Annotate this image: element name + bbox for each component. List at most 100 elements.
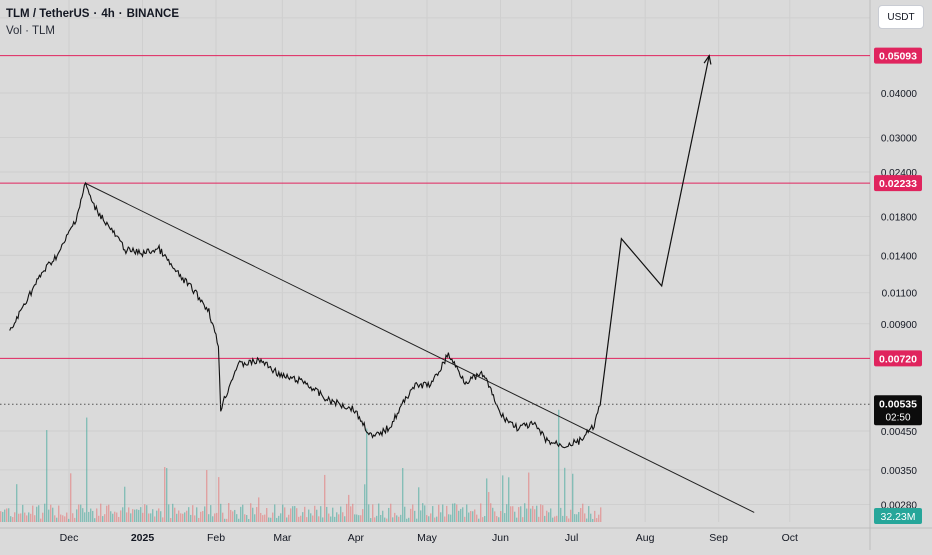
volume-bar bbox=[476, 514, 478, 522]
volume-bar bbox=[540, 504, 542, 522]
volume-bar bbox=[454, 503, 456, 522]
price-level-label: 0.02233 bbox=[879, 178, 917, 190]
volume-bar bbox=[146, 505, 148, 522]
volume-bar bbox=[94, 518, 96, 522]
volume-bar bbox=[358, 515, 360, 522]
volume-bar bbox=[216, 512, 218, 522]
volume-bar bbox=[262, 515, 264, 522]
volume-bar bbox=[556, 515, 558, 522]
volume-bar bbox=[120, 510, 122, 522]
projection-path[interactable] bbox=[599, 55, 710, 406]
volume-bar bbox=[406, 518, 408, 522]
volume-bar bbox=[74, 517, 76, 522]
volume-bar bbox=[250, 503, 252, 522]
volume-bar bbox=[142, 512, 144, 522]
volume-bar bbox=[594, 510, 596, 522]
volume-bar bbox=[182, 513, 184, 522]
volume-bar bbox=[456, 504, 458, 522]
volume-bar bbox=[260, 512, 262, 522]
volume-bar bbox=[392, 517, 394, 522]
y-tick-label: 0.02400 bbox=[881, 168, 918, 179]
volume-bar bbox=[256, 507, 258, 522]
volume-bar bbox=[466, 504, 468, 522]
volume-bar bbox=[176, 513, 178, 522]
volume-bar bbox=[378, 503, 380, 522]
volume-bar bbox=[504, 513, 506, 522]
volume-bar bbox=[16, 484, 18, 522]
volume-bar bbox=[66, 512, 68, 522]
volume-bar bbox=[222, 512, 224, 522]
chart-legend-title: TLM / TetherUS · 4h · BINANCE bbox=[6, 8, 179, 20]
volume-bar bbox=[22, 504, 24, 522]
volume-bar bbox=[408, 517, 410, 522]
volume-bar bbox=[226, 518, 228, 522]
price-line bbox=[9, 181, 601, 449]
price-level-tag bbox=[874, 350, 922, 367]
volume-bar bbox=[474, 509, 476, 522]
volume-bar bbox=[12, 517, 14, 522]
volume-bar bbox=[494, 511, 496, 522]
trendline[interactable] bbox=[85, 182, 755, 513]
volume-bar bbox=[452, 503, 454, 522]
volume-bar bbox=[0, 511, 2, 522]
volume-bar bbox=[362, 509, 364, 522]
volume-bar bbox=[524, 503, 526, 522]
symbol-name[interactable]: TLM / TetherUS bbox=[6, 8, 90, 20]
x-tick-label: Jul bbox=[565, 532, 578, 544]
volume-bar bbox=[340, 506, 342, 522]
volume-bar bbox=[526, 508, 528, 522]
volume-bar bbox=[520, 506, 522, 522]
volume-bar bbox=[32, 505, 34, 522]
x-tick-label: Aug bbox=[636, 532, 655, 544]
volume-bar bbox=[184, 512, 186, 522]
volume-bar bbox=[324, 474, 326, 522]
volume-bar bbox=[382, 510, 384, 522]
volume-bar bbox=[314, 505, 316, 522]
volume-bar bbox=[98, 515, 100, 522]
volume-bar bbox=[296, 508, 298, 522]
volume-bar bbox=[398, 516, 400, 522]
interval-label[interactable]: 4h bbox=[101, 8, 115, 20]
volume-bar bbox=[112, 513, 114, 522]
volume-bar bbox=[38, 505, 40, 522]
volume-bar bbox=[390, 503, 392, 522]
volume-bar bbox=[118, 516, 120, 522]
volume-bar bbox=[500, 511, 502, 522]
volume-bar bbox=[194, 515, 196, 522]
volume-bar bbox=[446, 505, 448, 522]
countdown-label: 02:50 bbox=[885, 412, 910, 423]
volume-bar bbox=[72, 513, 74, 522]
volume-bar bbox=[420, 510, 422, 522]
volume-bar bbox=[410, 508, 412, 522]
currency-button[interactable]: USDT bbox=[878, 5, 924, 29]
volume-bar bbox=[290, 508, 292, 522]
volume-bar bbox=[356, 514, 358, 522]
volume-bar bbox=[110, 511, 112, 522]
volume-bar bbox=[478, 518, 480, 522]
volume-bar bbox=[96, 508, 98, 522]
volume-bar bbox=[600, 507, 602, 522]
volume-bar bbox=[174, 507, 176, 522]
volume-bar bbox=[154, 516, 156, 522]
volume-bar bbox=[348, 494, 350, 522]
volume-bar bbox=[312, 515, 314, 522]
volume-bar bbox=[180, 513, 182, 522]
volume-bar bbox=[106, 505, 108, 522]
volume-bar bbox=[298, 516, 300, 522]
volume-bar bbox=[386, 518, 388, 522]
x-tick-label: Jun bbox=[492, 532, 509, 544]
volume-bar bbox=[50, 504, 52, 522]
volume-bar bbox=[228, 503, 230, 522]
volume-legend[interactable]: Vol · TLM bbox=[6, 25, 55, 37]
volume-bar bbox=[114, 511, 116, 522]
volume-bar bbox=[322, 517, 324, 522]
volume-bar bbox=[496, 516, 498, 522]
volume-bar bbox=[84, 512, 86, 522]
x-tick-label: Oct bbox=[782, 532, 798, 544]
volume-bar bbox=[442, 504, 444, 522]
volume-bar bbox=[86, 417, 88, 522]
volume-bar bbox=[448, 514, 450, 522]
